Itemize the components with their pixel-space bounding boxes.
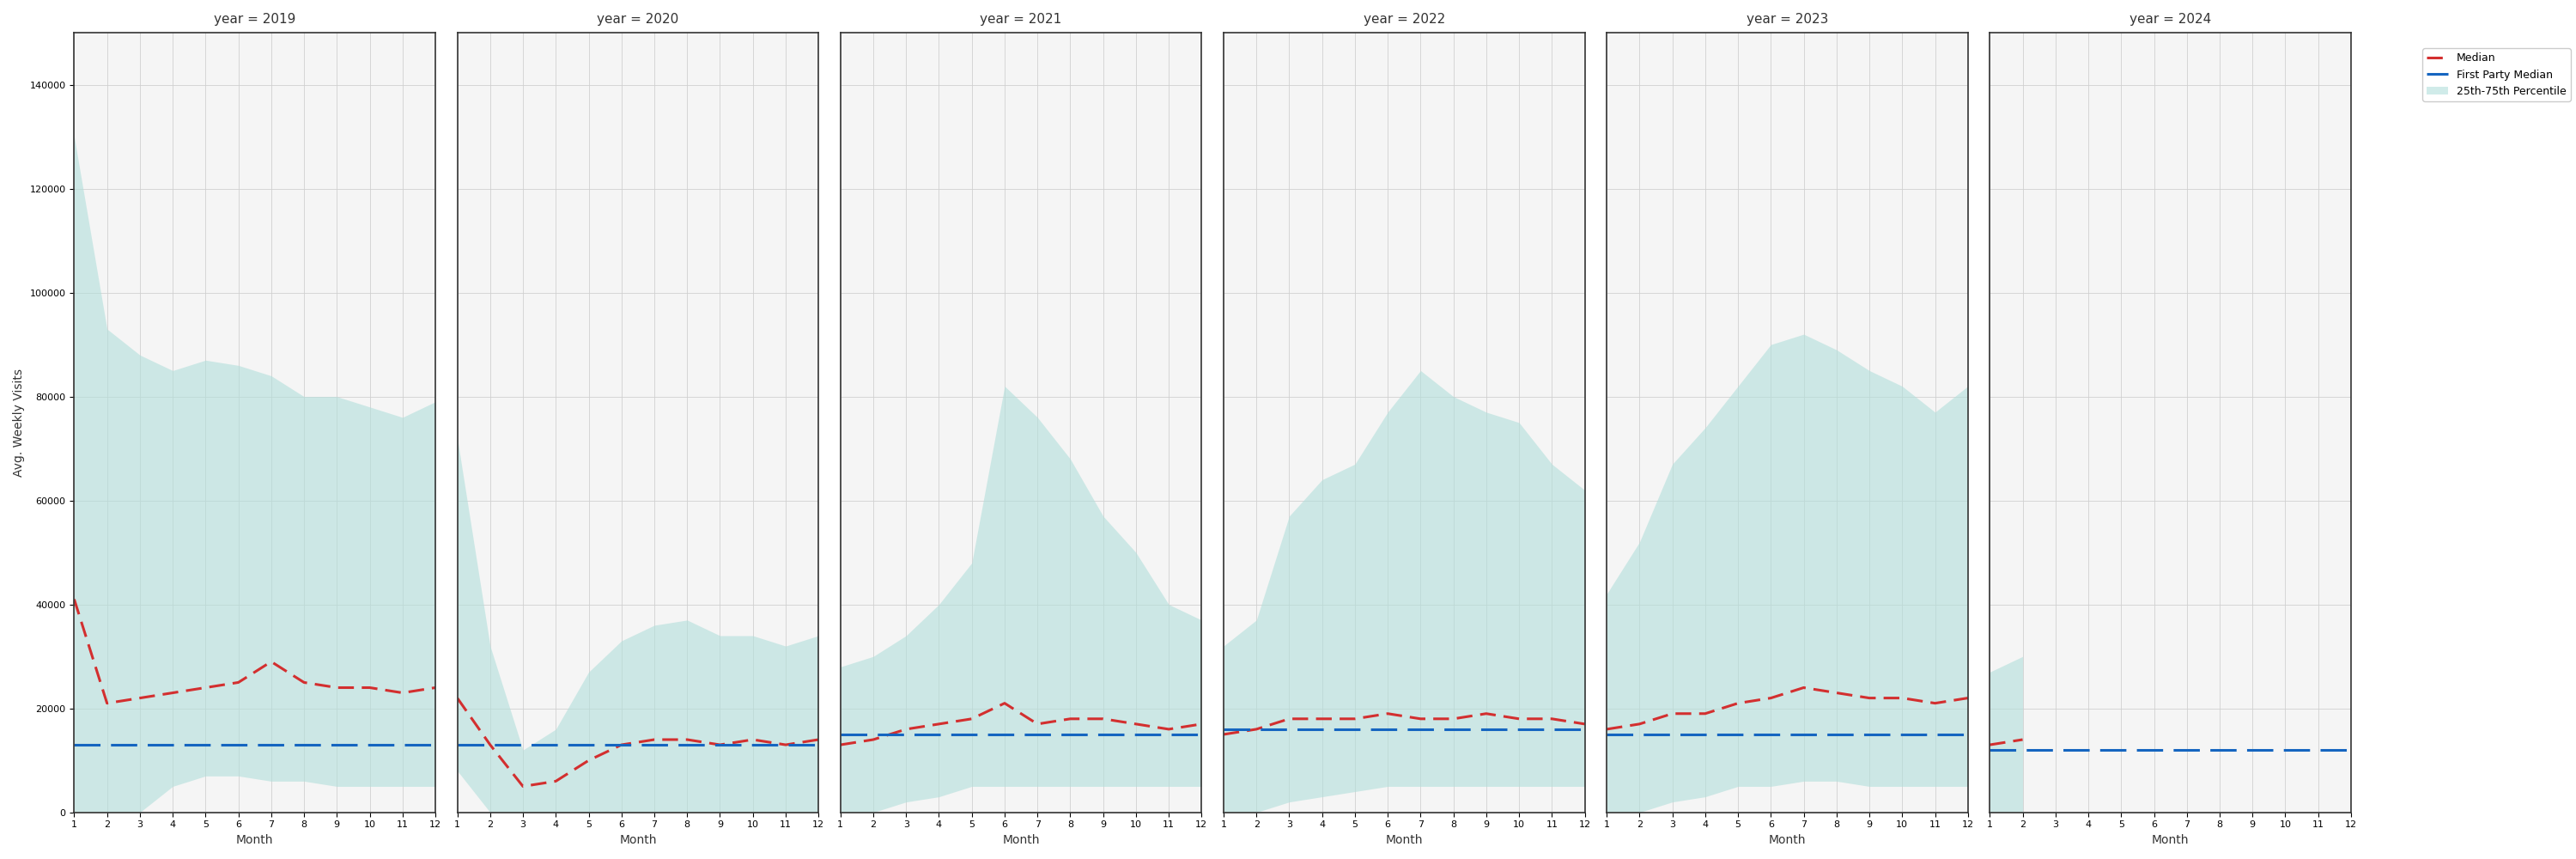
Title: year = 2019: year = 2019 xyxy=(214,13,296,26)
X-axis label: Month: Month xyxy=(618,834,657,846)
X-axis label: Month: Month xyxy=(2151,834,2190,846)
Title: year = 2020: year = 2020 xyxy=(598,13,680,26)
X-axis label: Month: Month xyxy=(1002,834,1041,846)
Title: year = 2021: year = 2021 xyxy=(979,13,1061,26)
X-axis label: Month: Month xyxy=(1386,834,1422,846)
Title: year = 2023: year = 2023 xyxy=(1747,13,1829,26)
Legend: Median, First Party Median, 25th-75th Percentile: Median, First Party Median, 25th-75th Pe… xyxy=(2421,48,2571,101)
Y-axis label: Avg. Weekly Visits: Avg. Weekly Visits xyxy=(13,369,26,477)
X-axis label: Month: Month xyxy=(237,834,273,846)
Title: year = 2024: year = 2024 xyxy=(2130,13,2210,26)
X-axis label: Month: Month xyxy=(1770,834,1806,846)
Title: year = 2022: year = 2022 xyxy=(1363,13,1445,26)
